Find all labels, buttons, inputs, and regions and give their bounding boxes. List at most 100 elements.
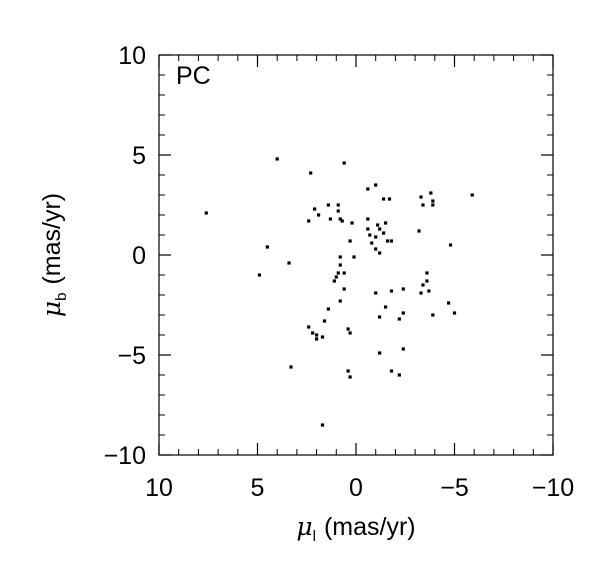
x-tick-label: −10 bbox=[532, 474, 574, 502]
data-point bbox=[346, 327, 350, 331]
data-point bbox=[307, 219, 311, 223]
data-point bbox=[366, 217, 370, 221]
data-point bbox=[332, 279, 336, 283]
data-point bbox=[316, 213, 321, 217]
data-point bbox=[342, 287, 346, 291]
data-point bbox=[346, 369, 350, 373]
data-point bbox=[340, 219, 344, 223]
data-point bbox=[401, 311, 405, 315]
data-point bbox=[448, 243, 453, 247]
data-point bbox=[350, 221, 354, 225]
data-point bbox=[315, 333, 319, 337]
data-point bbox=[378, 251, 382, 255]
data-points bbox=[204, 157, 474, 427]
x-tick-label: −5 bbox=[440, 474, 469, 502]
data-point bbox=[328, 217, 332, 221]
data-point bbox=[265, 245, 269, 249]
data-point bbox=[401, 287, 405, 291]
y-tick-label: −5 bbox=[117, 342, 146, 370]
data-point bbox=[397, 373, 401, 377]
data-point bbox=[287, 261, 291, 265]
data-point bbox=[385, 239, 390, 243]
y-tick-label: −10 bbox=[104, 442, 146, 470]
data-point bbox=[378, 351, 382, 355]
data-point bbox=[419, 195, 423, 199]
data-point bbox=[336, 203, 340, 207]
data-point bbox=[320, 423, 325, 427]
data-point bbox=[348, 375, 352, 379]
data-point bbox=[421, 283, 425, 287]
axis-ticks: 10 5 0 −5 −10 −10 −5 0 5 10 bbox=[104, 42, 575, 502]
x-tick-label: 0 bbox=[349, 474, 363, 502]
data-point bbox=[429, 191, 433, 195]
data-point bbox=[313, 207, 317, 211]
y-tick-label: 0 bbox=[132, 242, 146, 270]
data-point bbox=[376, 223, 380, 227]
data-point bbox=[389, 369, 394, 373]
data-point bbox=[275, 157, 279, 161]
data-point bbox=[452, 311, 457, 315]
data-point bbox=[368, 233, 372, 237]
data-point bbox=[389, 239, 394, 243]
data-point bbox=[425, 271, 429, 275]
data-point bbox=[374, 247, 378, 251]
data-point bbox=[374, 235, 378, 239]
data-point bbox=[381, 197, 386, 201]
x-tick-label: 10 bbox=[145, 474, 173, 502]
data-point bbox=[366, 227, 370, 231]
data-point bbox=[381, 231, 386, 235]
data-point bbox=[387, 197, 392, 201]
data-point bbox=[336, 271, 340, 275]
data-point bbox=[446, 301, 451, 305]
data-point bbox=[307, 325, 311, 329]
data-point bbox=[378, 227, 382, 231]
data-point bbox=[383, 305, 388, 309]
data-point bbox=[342, 161, 346, 165]
data-point bbox=[334, 275, 338, 279]
x-tick-label: 5 bbox=[251, 474, 265, 502]
data-point bbox=[326, 307, 331, 311]
data-point bbox=[315, 337, 319, 341]
data-point bbox=[348, 331, 352, 335]
data-point bbox=[311, 331, 315, 335]
data-point bbox=[322, 319, 327, 323]
panel-label: PC bbox=[176, 62, 211, 90]
y-tick-label: 5 bbox=[132, 142, 146, 170]
data-point bbox=[338, 263, 342, 267]
data-point bbox=[427, 289, 431, 293]
plot-frame bbox=[158, 54, 554, 456]
data-point bbox=[370, 241, 374, 245]
data-point bbox=[348, 239, 352, 243]
data-point bbox=[338, 299, 342, 303]
data-point bbox=[309, 171, 313, 175]
data-point bbox=[383, 221, 388, 225]
data-point bbox=[352, 255, 356, 259]
data-point bbox=[257, 273, 262, 277]
y-tick-label: 10 bbox=[118, 42, 146, 70]
data-point bbox=[397, 317, 401, 321]
data-point bbox=[326, 203, 331, 207]
data-point bbox=[342, 271, 346, 275]
data-point bbox=[338, 217, 342, 221]
x-axis-label: μl (mas/yr) bbox=[296, 512, 415, 545]
y-axis-label: μb(mas/yr) bbox=[37, 193, 70, 317]
data-point bbox=[401, 347, 405, 351]
data-point bbox=[289, 365, 293, 369]
data-point bbox=[366, 187, 370, 191]
data-point bbox=[431, 199, 435, 203]
data-point bbox=[320, 335, 325, 339]
data-point bbox=[338, 255, 342, 259]
data-point bbox=[374, 291, 378, 295]
data-point bbox=[425, 279, 429, 283]
data-point bbox=[431, 203, 435, 207]
data-point bbox=[470, 193, 474, 197]
data-point bbox=[374, 183, 378, 187]
data-point bbox=[378, 315, 382, 319]
data-point bbox=[389, 289, 394, 293]
data-point bbox=[417, 229, 421, 233]
data-point bbox=[431, 313, 435, 317]
data-point bbox=[421, 203, 425, 207]
data-point bbox=[204, 211, 208, 215]
data-point bbox=[419, 291, 423, 295]
